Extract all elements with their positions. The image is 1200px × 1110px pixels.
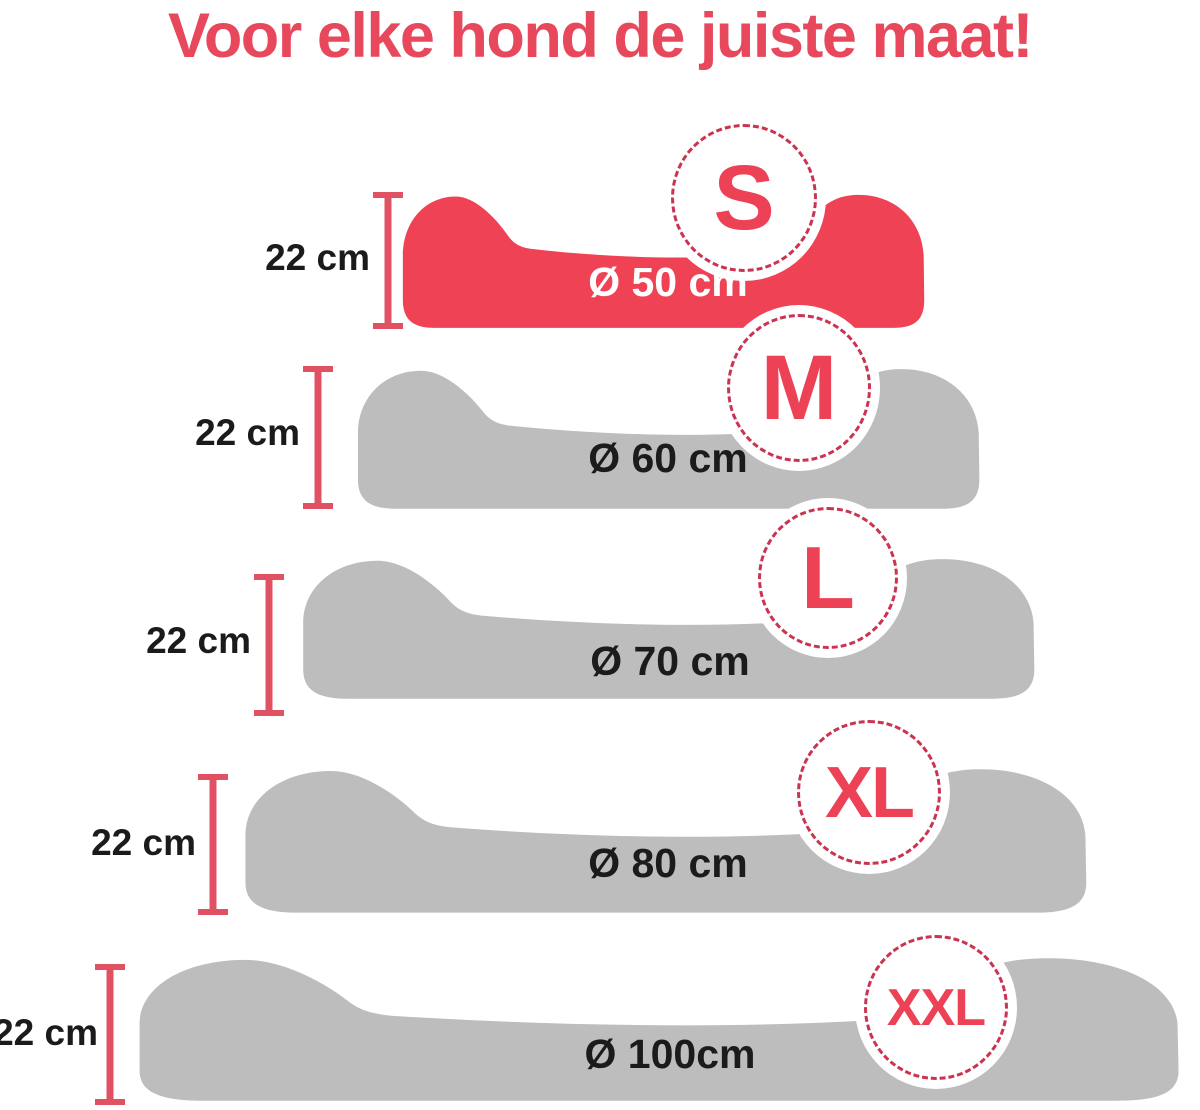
dog-bed-silhouette-xxl <box>139 958 1179 1101</box>
size-letter-xxl: XXL <box>886 978 986 1037</box>
diameter-label-m: Ø 60 cm <box>588 435 748 481</box>
height-bracket-s <box>373 192 403 329</box>
height-label-xl: 22 cm <box>91 822 196 863</box>
height-label-xxl: 22 cm <box>0 1012 98 1053</box>
page-title: Voor elke hond de juiste maat! <box>167 1 1034 71</box>
bracket-stem <box>384 195 392 326</box>
height-bracket-l <box>254 574 284 716</box>
size-badge-l: L <box>758 507 898 649</box>
size-badge-xl: XL <box>797 720 941 865</box>
bracket-bottom-cap <box>198 909 228 915</box>
bracket-bottom-cap <box>254 710 284 716</box>
size-letter-l: L <box>801 528 855 627</box>
diameter-label-xl: Ø 80 cm <box>588 840 748 886</box>
bracket-bottom-cap <box>95 1099 125 1105</box>
height-bracket-xl <box>198 774 228 915</box>
height-label-l: 22 cm <box>146 620 251 661</box>
height-bracket-m <box>303 366 333 509</box>
height-label-m: 22 cm <box>195 412 300 453</box>
size-badge-xxl: XXL <box>864 935 1008 1080</box>
height-label-s: 22 cm <box>265 237 370 278</box>
size-letter-m: M <box>760 337 838 439</box>
size-letter-xl: XL <box>824 752 915 833</box>
diameter-label-l: Ø 70 cm <box>590 638 750 684</box>
bracket-stem <box>209 777 217 912</box>
bed-shape-xxl <box>139 958 1179 1101</box>
height-bracket-xxl <box>95 964 125 1105</box>
diameter-label-s: Ø 50 cm <box>588 259 748 305</box>
bracket-stem <box>265 577 273 713</box>
bracket-stem <box>314 369 322 506</box>
size-badge-s: S <box>671 124 817 272</box>
bracket-bottom-cap <box>373 323 403 329</box>
bracket-bottom-cap <box>303 503 333 509</box>
diameter-label-xxl: Ø 100cm <box>584 1031 756 1077</box>
size-badge-m: M <box>727 314 871 462</box>
bracket-stem <box>106 967 114 1102</box>
size-letter-s: S <box>713 147 775 249</box>
